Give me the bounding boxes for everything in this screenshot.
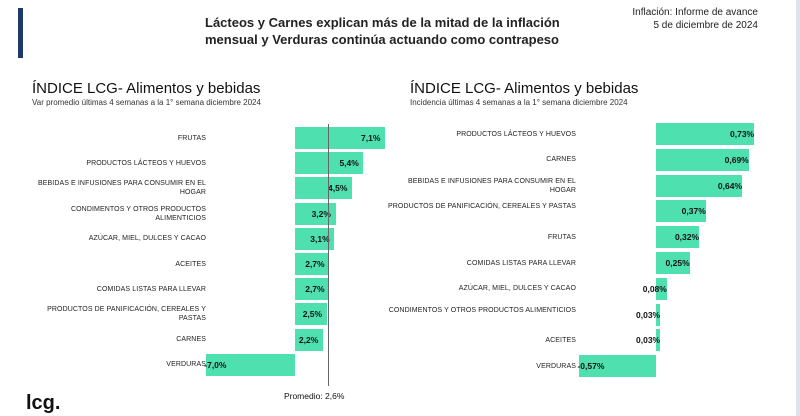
left-chart-subtitle: Var promedio últimas 4 semanas a la 1° s… [32,98,261,107]
category-label: BEBIDAS E INFUSIONES PARA CONSUMIR EN EL… [37,180,206,197]
category-label: VERDURAS [166,361,206,369]
category-label: FRUTAS [547,233,576,241]
report-date: 5 de diciembre de 2024 [653,20,758,31]
category-label: CARNES [546,156,576,164]
category-label: CONDIMENTOS Y OTROS PRODUCTOS ALIMENTICI… [388,306,576,314]
bar [656,226,699,249]
category-label: COMIDAS LISTAS PARA LLEVAR [466,259,576,267]
data-label: -7,0% [204,359,227,370]
bar [295,177,353,200]
bar [295,127,385,149]
left-chart-title: ÍNDICE LCG- Alimentos y bebidas [32,80,261,97]
bar [295,253,330,275]
data-label: 7,1% [361,133,381,143]
slide-headline: Lácteos y Carnes explican más de la mita… [205,15,560,47]
data-label: 0,73% [730,129,755,139]
average-label: Promedio: 2,6% [283,391,345,401]
report-meta: Inflación: Informe de avance 5 de diciem… [632,6,758,32]
category-label: CONDIMENTOS Y OTROS PRODUCTOS ALIMENTICI… [70,205,206,222]
data-label: 2,2% [298,334,319,345]
bar [295,202,336,225]
data-label: 3,2% [311,208,331,219]
bar [579,355,656,378]
data-label: 0,08% [642,283,667,294]
report-title: Inflación: Informe de avance [632,7,758,18]
data-label: 0,03% [636,309,661,320]
data-label: -0,57% [577,361,605,372]
data-label: 2,7% [305,259,325,269]
right-chart-subtitle: Incidencia últimas 4 semanas a la 1° sem… [410,98,628,107]
bar [656,277,667,300]
data-label: 4,5% [328,183,348,194]
category-label: ACEITES [175,260,206,268]
data-label: 0,37% [681,206,706,217]
category-label: AZÚCAR, MIEL, DULCES Y CACAO [88,235,206,243]
bar [656,329,661,352]
bar [206,353,295,376]
accent-bar [18,8,23,58]
category-label: BEBIDAS E INFUSIONES PARA CONSUMIR EN EL… [407,177,576,194]
data-label: 2,7% [305,284,325,295]
category-label: PRODUCTOS DE PANIFICACIÓN, CEREALES Y PA… [388,203,576,211]
average-line [327,124,329,386]
bar [656,252,690,274]
data-label: 0,25% [665,258,690,268]
bar [656,148,749,171]
data-label: 0,64% [717,180,743,191]
category-label: ACEITES [545,336,576,344]
category-label: PRODUCTOS LÁCTEOS Y HUEVOS [456,130,576,138]
lcg-logo: lcg. [26,392,61,414]
bar [295,328,323,351]
bar [295,303,327,326]
right-chart-title: ÍNDICE LCG- Alimentos y bebidas [410,80,639,97]
bar [656,303,661,326]
category-label: AZÚCAR, MIEL, DULCES Y CACAO [458,285,576,293]
category-label: CARNES [176,336,206,344]
category-label: PRODUCTOS DE PANIFICACIÓN, CEREALES Y PA… [47,306,206,323]
data-label: 3,1% [310,233,330,244]
data-label: 0,03% [636,335,661,346]
bar [295,278,330,301]
data-label: 0,69% [724,154,749,165]
window-edge [796,0,800,416]
data-label: 0,32% [674,232,700,243]
data-label: 2,5% [302,309,323,320]
bar [656,123,754,145]
bar [656,174,742,197]
category-label: PRODUCTOS LÁCTEOS Y HUEVOS [86,159,206,167]
bar [295,152,364,175]
bar [656,200,706,223]
data-label: 5,4% [339,158,359,169]
bar [295,227,335,250]
category-label: VERDURAS [536,362,576,370]
category-label: FRUTAS [177,134,206,142]
category-label: COMIDAS LISTAS PARA LLEVAR [96,285,206,293]
